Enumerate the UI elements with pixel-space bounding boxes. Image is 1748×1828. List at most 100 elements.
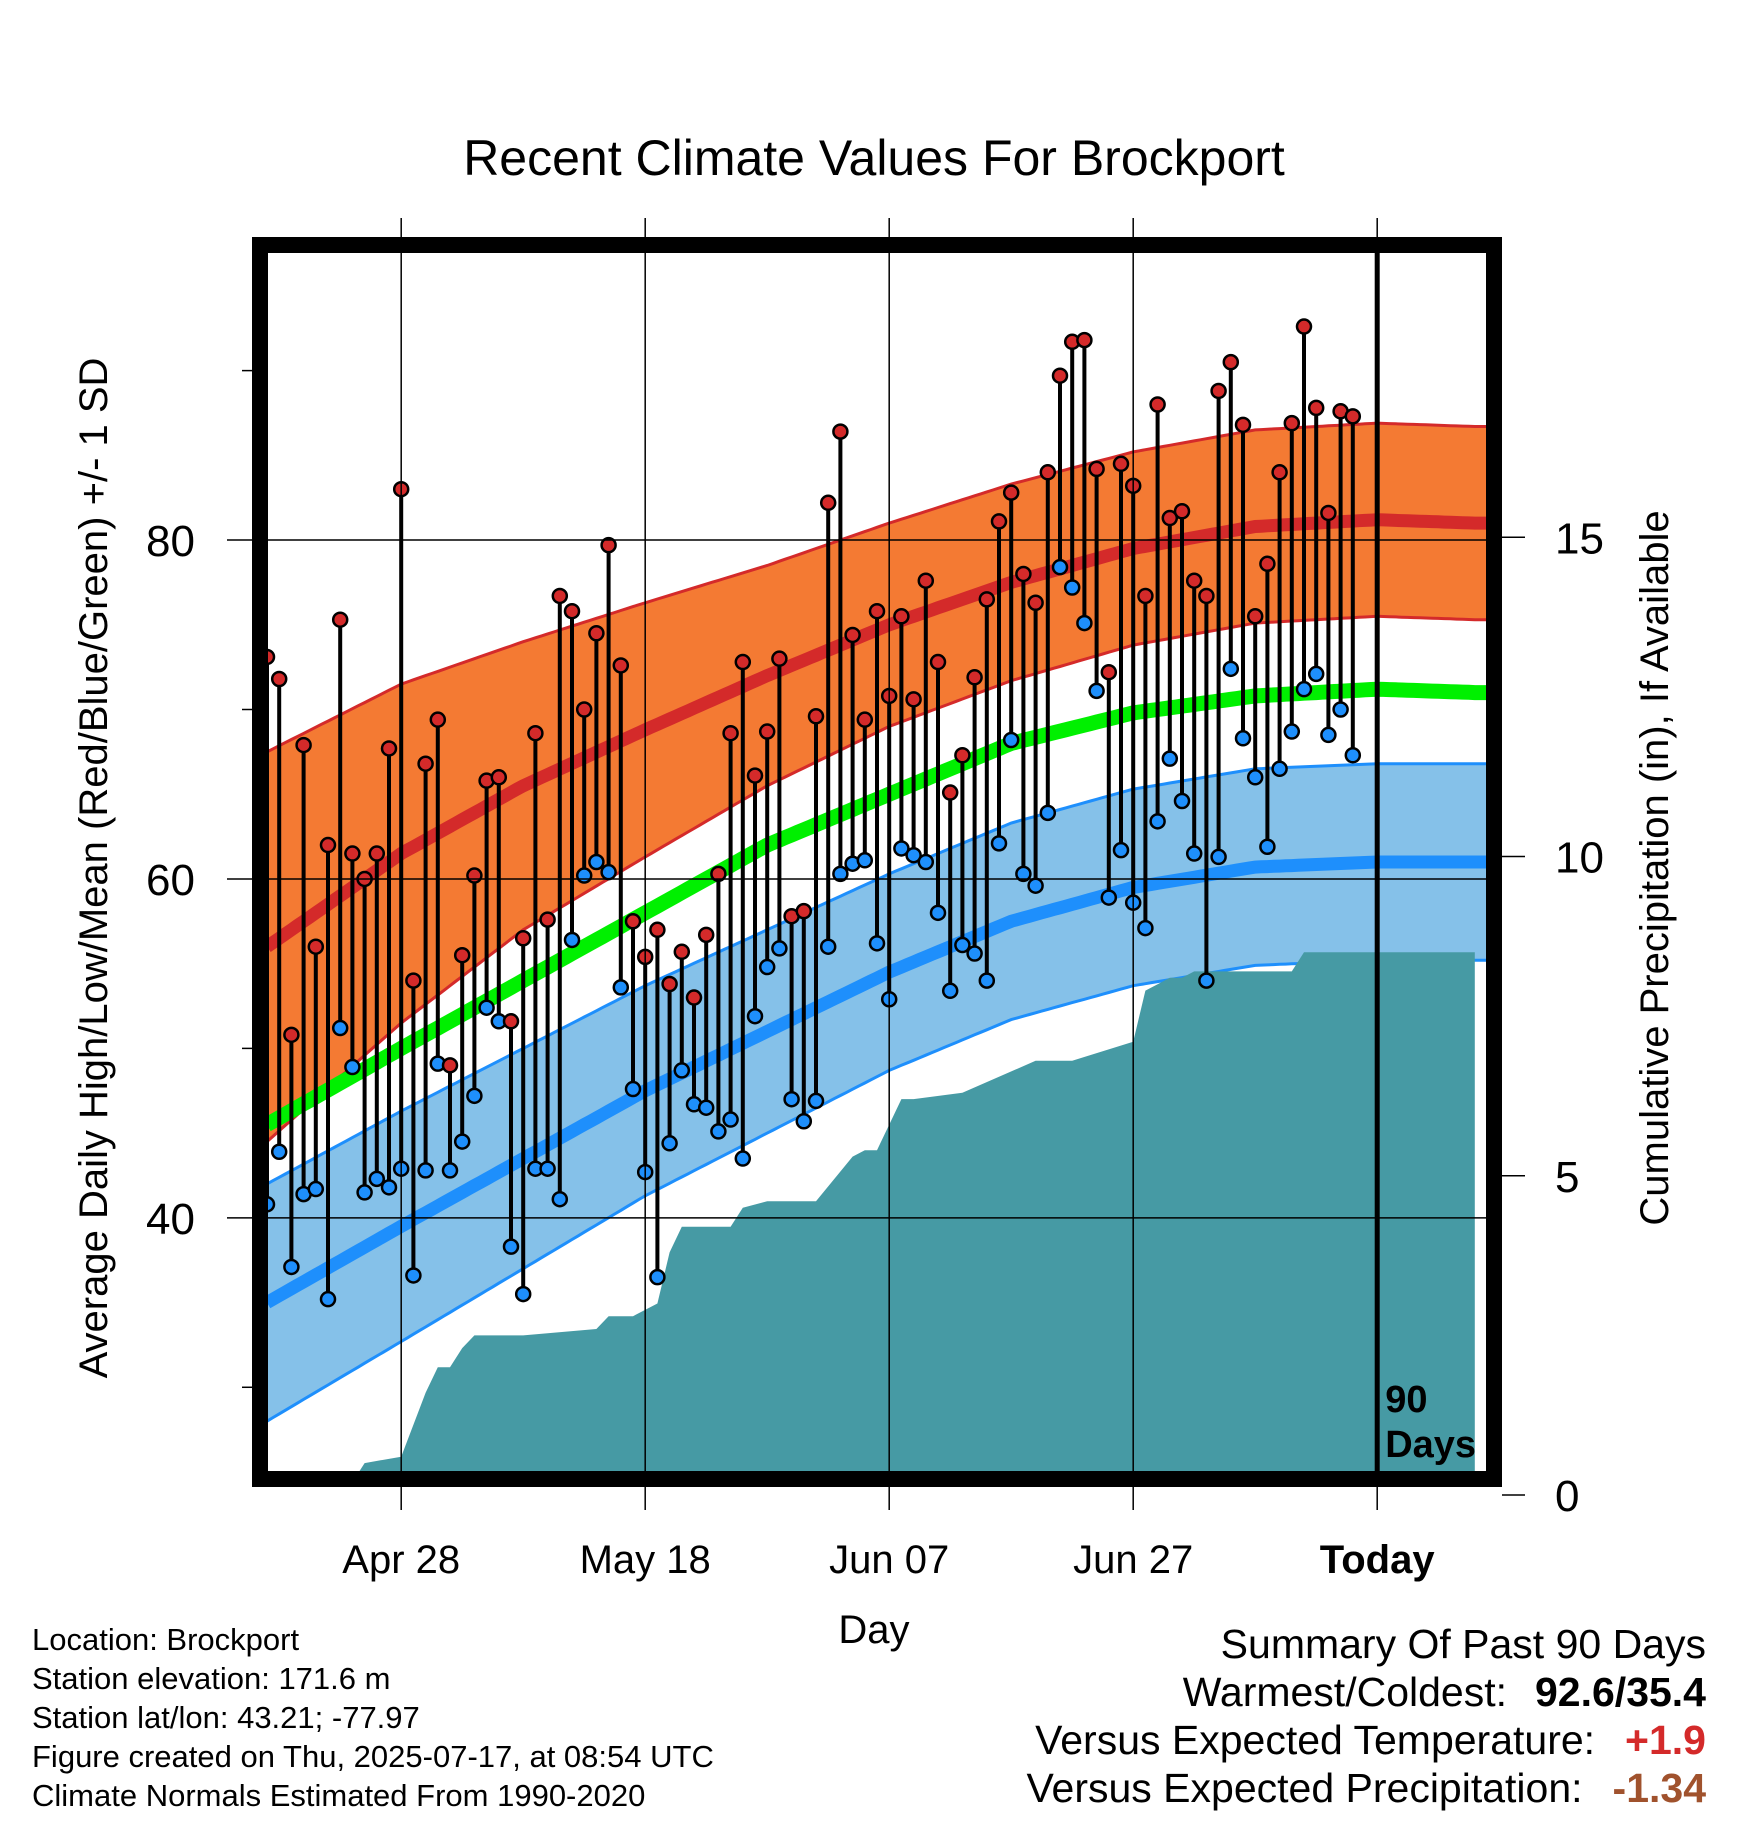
observed-low-point bbox=[771, 940, 788, 957]
observed-high-point bbox=[267, 648, 276, 666]
observed-low-point bbox=[1332, 701, 1349, 718]
observed-high-point bbox=[685, 989, 703, 1006]
observed-high-point bbox=[710, 865, 727, 883]
observed-low-point bbox=[1051, 558, 1069, 576]
x-tick-label: Today bbox=[1320, 1538, 1436, 1582]
y-tick-label: 40 bbox=[146, 1195, 195, 1244]
observed-low-point bbox=[722, 1111, 739, 1128]
x-tick-label: Jun 07 bbox=[829, 1538, 949, 1582]
observed-high-point bbox=[1039, 464, 1057, 481]
observed-low-point bbox=[270, 1143, 288, 1160]
observed-high-point bbox=[514, 930, 532, 947]
x-tick-label: Apr 28 bbox=[342, 1538, 460, 1582]
station-info: Location: Brockport Station elevation: 1… bbox=[32, 1620, 714, 1815]
observed-high-point bbox=[1051, 367, 1069, 384]
y-axis-label: Average Daily High/Low/Mean (Red/Blue/Gr… bbox=[72, 358, 116, 1379]
observed-high-point bbox=[954, 747, 971, 764]
observed-low-point bbox=[917, 853, 935, 871]
observed-low-point bbox=[1015, 865, 1032, 883]
y2-tick-label: 5 bbox=[1555, 1153, 1579, 1202]
observed-low-point bbox=[1210, 848, 1227, 866]
high-band-upper-edge bbox=[267, 421, 1487, 754]
normals-period-text: Climate Normals Estimated From 1990-2020 bbox=[32, 1778, 646, 1813]
observed-high-point bbox=[563, 602, 581, 620]
warmest-coldest-value: 92.6/35.4 bbox=[1535, 1669, 1706, 1715]
observed-low-point bbox=[941, 982, 959, 1000]
observed-low-point bbox=[624, 1080, 642, 1098]
low-band-lower-edge bbox=[267, 958, 1487, 1423]
observed-high-point bbox=[819, 494, 837, 512]
plot-area bbox=[267, 0, 1487, 1472]
summary-temperature: Versus Expected Temperature: +1.9 bbox=[1026, 1716, 1706, 1764]
observed-low-point bbox=[1271, 760, 1288, 778]
observed-low-point bbox=[1320, 726, 1337, 744]
observed-high-point bbox=[1320, 504, 1337, 522]
chart-title: Recent Climate Values For Brockport bbox=[463, 130, 1285, 186]
observed-low-point bbox=[1100, 889, 1118, 906]
observed-low-point bbox=[783, 1090, 800, 1108]
observed-high-point bbox=[417, 755, 434, 772]
today-marker-label: 90 bbox=[1385, 1379, 1427, 1421]
observed-low-point bbox=[612, 979, 630, 996]
observed-low-point bbox=[417, 1162, 434, 1179]
observed-high-point bbox=[1358, 0, 1372, 7]
observed-high-point bbox=[502, 1013, 520, 1030]
summary-title: Summary Of Past 90 Days bbox=[1220, 1621, 1706, 1667]
observed-high-point bbox=[795, 902, 813, 920]
x-tick-label: Jun 27 bbox=[1073, 1538, 1193, 1582]
observed-low-point bbox=[1198, 972, 1215, 989]
latlon-text: Station lat/lon: 43.21; -77.97 bbox=[32, 1700, 420, 1735]
observed-high-point bbox=[929, 653, 947, 671]
y2-tick-label: 10 bbox=[1555, 834, 1604, 883]
observed-high-point bbox=[807, 708, 825, 725]
observed-high-point bbox=[1149, 396, 1166, 413]
observed-high-point bbox=[405, 972, 422, 989]
observed-low-point bbox=[307, 1180, 325, 1198]
observed-low-point bbox=[478, 999, 495, 1016]
observed-low-point bbox=[832, 865, 849, 883]
observed-high-point bbox=[283, 1026, 300, 1044]
observed-high-point bbox=[1100, 663, 1118, 681]
observed-low-point bbox=[319, 1290, 337, 1308]
observed-low-point bbox=[600, 863, 617, 881]
observed-high-point bbox=[466, 867, 483, 884]
summary-precipitation: Versus Expected Precipitation: -1.34 bbox=[1026, 1764, 1706, 1812]
observed-low-point bbox=[551, 1190, 569, 1208]
observed-high-point bbox=[673, 943, 691, 961]
observed-low-point bbox=[673, 1062, 691, 1079]
observed-high-point bbox=[905, 691, 922, 708]
observed-high-point bbox=[527, 724, 544, 742]
observed-low-point bbox=[697, 1099, 715, 1116]
observed-high-point bbox=[612, 657, 630, 674]
observed-low-point bbox=[1137, 919, 1154, 937]
observed-low-point bbox=[966, 945, 983, 962]
location-text: Location: Brockport bbox=[32, 1622, 300, 1657]
observed-high-point bbox=[307, 938, 325, 955]
observed-low-point bbox=[954, 936, 971, 954]
observed-high-point bbox=[490, 769, 508, 786]
observed-high-point bbox=[649, 921, 666, 939]
observed-high-point bbox=[1076, 331, 1093, 349]
observed-low-point bbox=[466, 1087, 483, 1105]
observed-low-point bbox=[1259, 838, 1276, 855]
grid-lines bbox=[267, 252, 1487, 1472]
observed-low-point bbox=[758, 958, 776, 976]
observed-low-point bbox=[1076, 614, 1093, 632]
observed-high-point bbox=[1198, 587, 1215, 605]
observed-low-point bbox=[502, 1238, 520, 1255]
observed-low-point bbox=[905, 846, 922, 864]
y-tick-label: 80 bbox=[146, 517, 195, 566]
observed-low-point bbox=[990, 835, 1008, 852]
observed-high-point bbox=[295, 736, 312, 754]
y2-tick-label: 15 bbox=[1555, 514, 1604, 563]
observed-high-point bbox=[868, 602, 886, 620]
observed-low-point bbox=[1358, 0, 1372, 7]
created-text: Figure created on Thu, 2025-07-17, at 08… bbox=[32, 1739, 714, 1774]
observed-low-point bbox=[1002, 731, 1020, 749]
observed-high-point bbox=[771, 650, 788, 667]
observed-low-point bbox=[1234, 730, 1252, 747]
observed-low-point bbox=[978, 972, 996, 989]
observed-high-point bbox=[1283, 414, 1301, 432]
observed-low-point bbox=[1112, 841, 1130, 859]
observed-high-point bbox=[429, 711, 447, 728]
